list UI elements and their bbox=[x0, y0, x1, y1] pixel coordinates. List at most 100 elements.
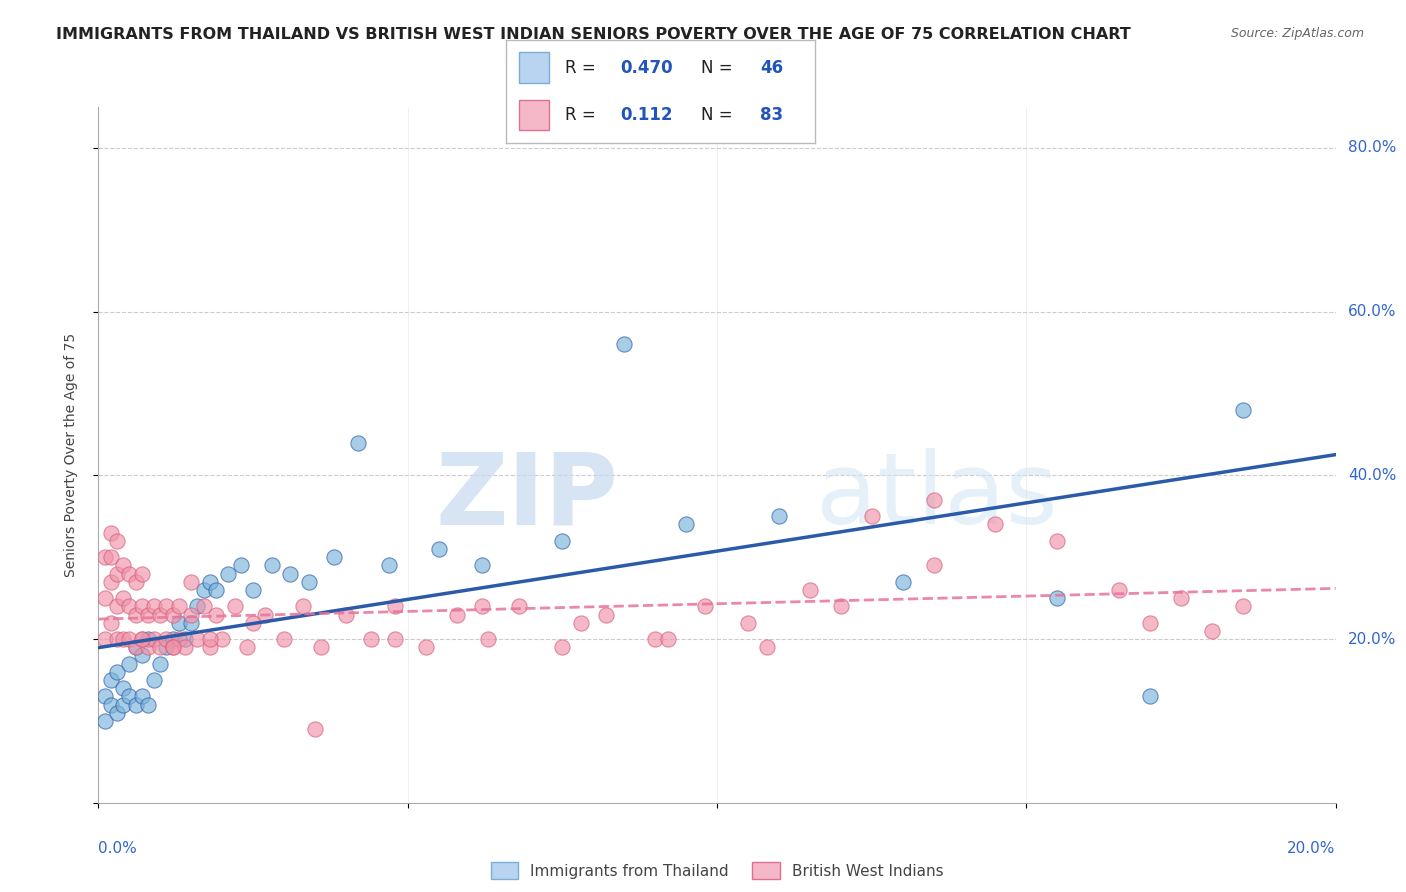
Point bbox=[242, 582, 264, 597]
Point bbox=[242, 615, 264, 630]
Point bbox=[205, 607, 228, 622]
Point bbox=[613, 337, 636, 351]
Point bbox=[105, 632, 128, 646]
Point bbox=[112, 558, 135, 573]
Point bbox=[149, 640, 172, 655]
Point bbox=[143, 632, 166, 646]
Text: 40.0%: 40.0% bbox=[1348, 468, 1396, 483]
Point bbox=[143, 599, 166, 614]
Text: N =: N = bbox=[702, 106, 738, 124]
Point bbox=[384, 599, 406, 614]
Point bbox=[304, 722, 326, 736]
Point bbox=[335, 607, 357, 622]
Text: Source: ZipAtlas.com: Source: ZipAtlas.com bbox=[1230, 27, 1364, 40]
Point bbox=[1108, 582, 1130, 597]
Text: ZIP: ZIP bbox=[436, 448, 619, 545]
Point bbox=[322, 550, 344, 565]
Point bbox=[131, 690, 153, 704]
Point bbox=[984, 517, 1007, 532]
Point bbox=[830, 599, 852, 614]
Point bbox=[155, 599, 177, 614]
Point bbox=[860, 509, 883, 524]
Point bbox=[174, 640, 197, 655]
Point bbox=[93, 632, 115, 646]
Point bbox=[112, 591, 135, 606]
Text: 46: 46 bbox=[759, 59, 783, 77]
Point bbox=[162, 607, 184, 622]
Point bbox=[378, 558, 401, 573]
Point bbox=[198, 574, 221, 589]
Text: atlas: atlas bbox=[815, 448, 1057, 545]
Point bbox=[198, 640, 221, 655]
Point bbox=[644, 632, 666, 646]
Bar bbox=[519, 53, 550, 83]
Point bbox=[112, 681, 135, 696]
Point bbox=[1201, 624, 1223, 638]
Point bbox=[167, 632, 190, 646]
Text: 60.0%: 60.0% bbox=[1348, 304, 1396, 319]
Point bbox=[922, 492, 945, 507]
Point bbox=[155, 640, 177, 655]
Point bbox=[291, 599, 314, 614]
Point bbox=[93, 714, 115, 728]
Point bbox=[124, 640, 146, 655]
Point bbox=[118, 599, 141, 614]
Point bbox=[298, 574, 321, 589]
Text: 80.0%: 80.0% bbox=[1348, 140, 1396, 155]
Point bbox=[131, 599, 153, 614]
Point bbox=[1232, 599, 1254, 614]
Point bbox=[162, 640, 184, 655]
Point bbox=[309, 640, 332, 655]
Point bbox=[112, 632, 135, 646]
Y-axis label: Seniors Poverty Over the Age of 75: Seniors Poverty Over the Age of 75 bbox=[63, 333, 77, 577]
Point bbox=[93, 690, 115, 704]
Point bbox=[105, 566, 128, 581]
Point bbox=[100, 574, 122, 589]
Point bbox=[273, 632, 295, 646]
Point bbox=[799, 582, 821, 597]
Point bbox=[167, 615, 190, 630]
Point bbox=[360, 632, 382, 646]
Point bbox=[131, 632, 153, 646]
Point bbox=[278, 566, 301, 581]
Point bbox=[384, 632, 406, 646]
Point bbox=[193, 599, 215, 614]
Point bbox=[180, 574, 202, 589]
Point bbox=[136, 607, 159, 622]
Point bbox=[174, 632, 197, 646]
Point bbox=[657, 632, 679, 646]
Point bbox=[149, 607, 172, 622]
Point bbox=[100, 673, 122, 687]
Point bbox=[551, 533, 574, 548]
Point bbox=[595, 607, 617, 622]
Point bbox=[93, 550, 115, 565]
Point bbox=[131, 632, 153, 646]
Point bbox=[131, 648, 153, 663]
Point bbox=[186, 599, 208, 614]
Point bbox=[229, 558, 252, 573]
Point bbox=[477, 632, 499, 646]
Point bbox=[737, 615, 759, 630]
Point bbox=[149, 657, 172, 671]
Point bbox=[768, 509, 790, 524]
Point bbox=[105, 599, 128, 614]
Point bbox=[205, 582, 228, 597]
Point bbox=[100, 550, 122, 565]
Point bbox=[162, 632, 184, 646]
Point bbox=[922, 558, 945, 573]
Text: 20.0%: 20.0% bbox=[1348, 632, 1396, 647]
Point bbox=[124, 607, 146, 622]
Point bbox=[211, 632, 233, 646]
Point bbox=[415, 640, 437, 655]
Point bbox=[254, 607, 277, 622]
Point bbox=[260, 558, 283, 573]
Point bbox=[446, 607, 468, 622]
Text: 0.0%: 0.0% bbox=[98, 841, 138, 856]
Point bbox=[167, 599, 190, 614]
Point bbox=[347, 435, 370, 450]
Point bbox=[118, 566, 141, 581]
Point bbox=[131, 566, 153, 581]
Point bbox=[551, 640, 574, 655]
Point bbox=[569, 615, 592, 630]
Point bbox=[471, 558, 494, 573]
